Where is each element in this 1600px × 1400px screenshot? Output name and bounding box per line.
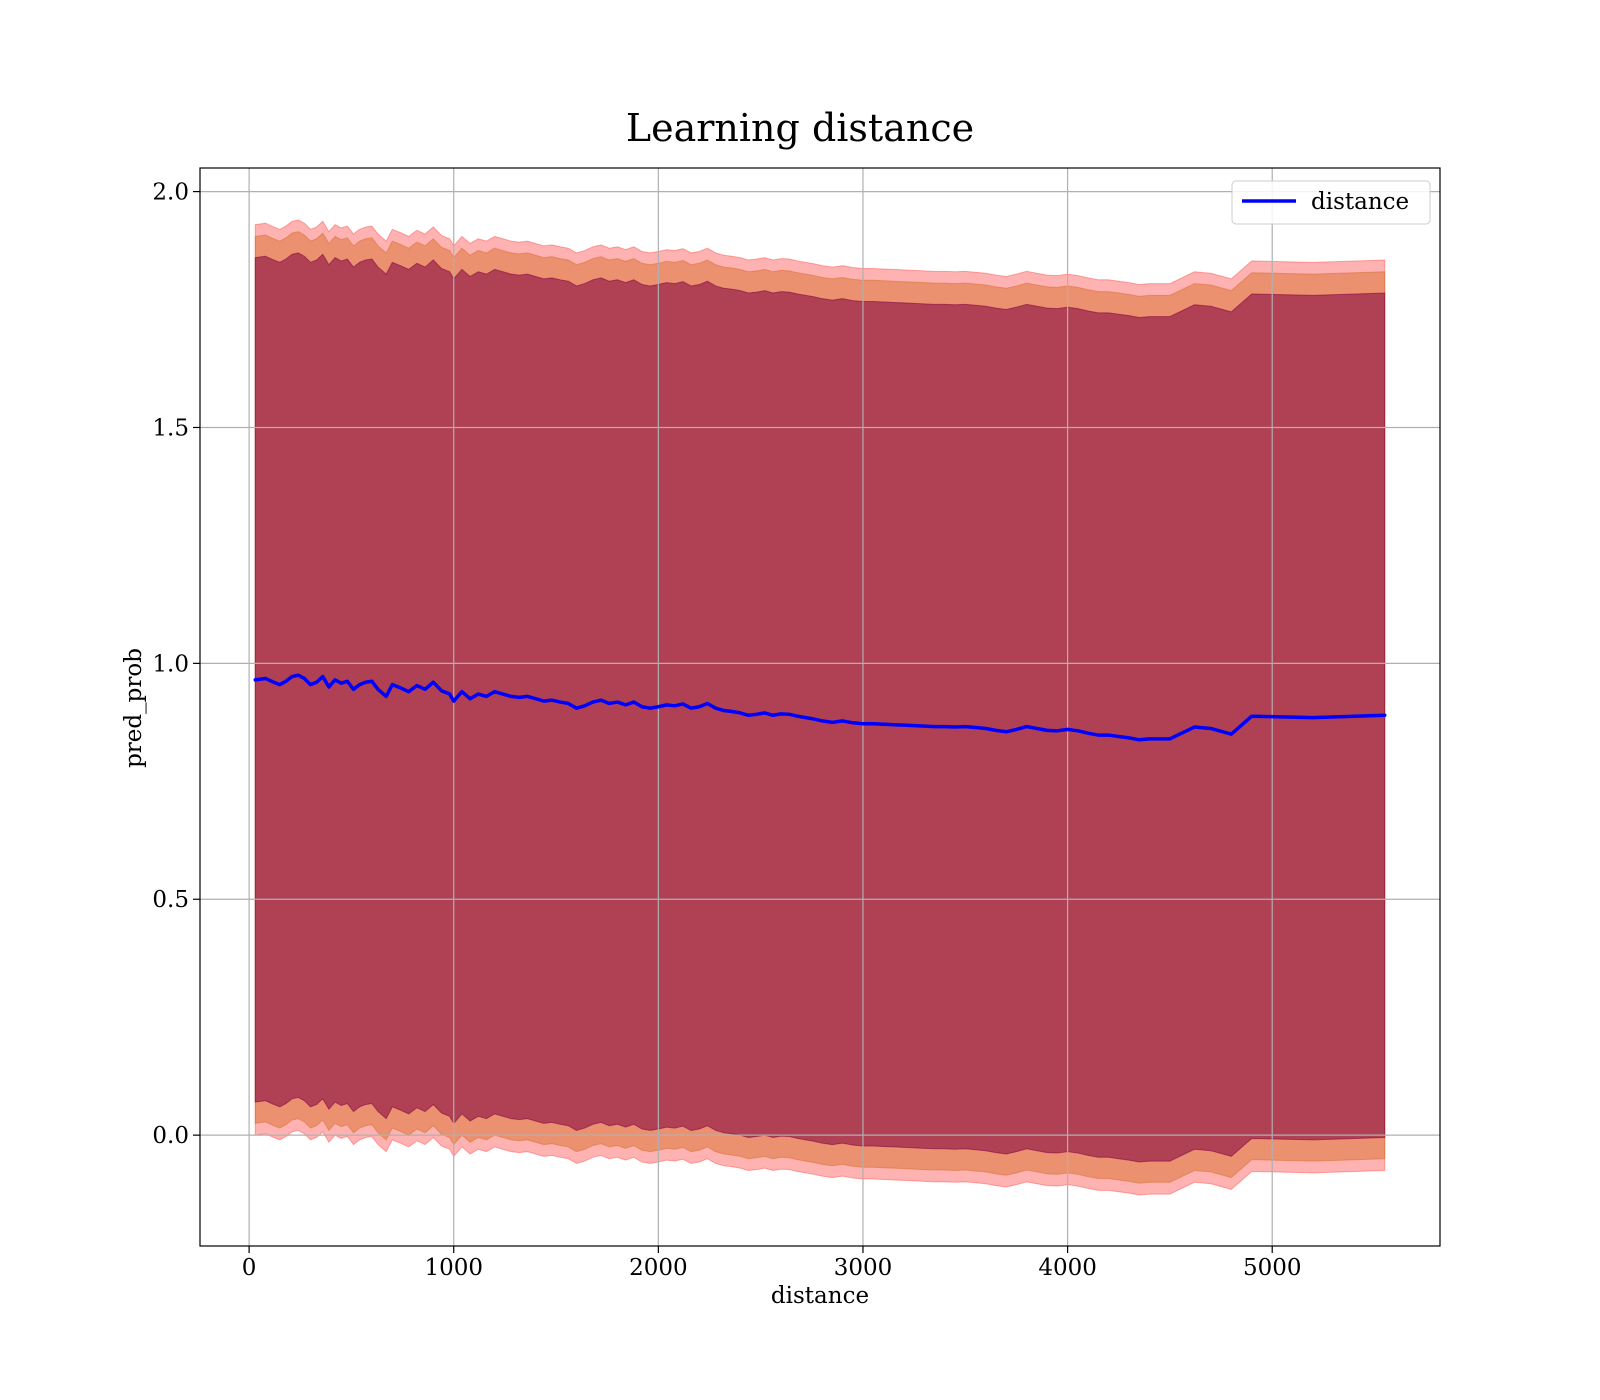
band-inner: [254, 252, 1386, 1163]
plot-frame: [199, 167, 1441, 1247]
legend: distance: [1231, 180, 1431, 225]
y-tick-label: 0.0: [152, 1123, 189, 1149]
confidence-bands: [254, 219, 1386, 1196]
y-tick-label: 2.0: [152, 180, 189, 206]
x-tick-label: 3000: [834, 1255, 893, 1281]
x-tick-label: 4000: [1038, 1255, 1097, 1281]
y-axis-label: pred_prob: [121, 648, 147, 768]
y-tick-label: 0.5: [152, 887, 189, 913]
series-line-distance: [253, 673, 1387, 742]
legend-entry-distance: distance: [1311, 189, 1409, 215]
chart-title: Learning distance: [626, 106, 974, 150]
y-tick-label: 1.5: [152, 415, 189, 441]
x-tick-label: 2000: [629, 1255, 688, 1281]
y-tick-label: 1.0: [152, 651, 189, 677]
x-tick-label: 5000: [1243, 1255, 1302, 1281]
series-lines: [253, 673, 1387, 742]
grid: [200, 168, 1440, 1246]
x-ticks: 0 1000 2000 3000 4000 5000: [242, 1246, 1302, 1281]
x-axis-label: distance: [771, 1283, 869, 1309]
y-ticks: 0.0 0.5 1.0 1.5 2.0: [152, 180, 200, 1149]
x-tick-label: 0: [242, 1255, 257, 1281]
x-tick-label: 1000: [424, 1255, 483, 1281]
legend-box: [1231, 180, 1431, 225]
